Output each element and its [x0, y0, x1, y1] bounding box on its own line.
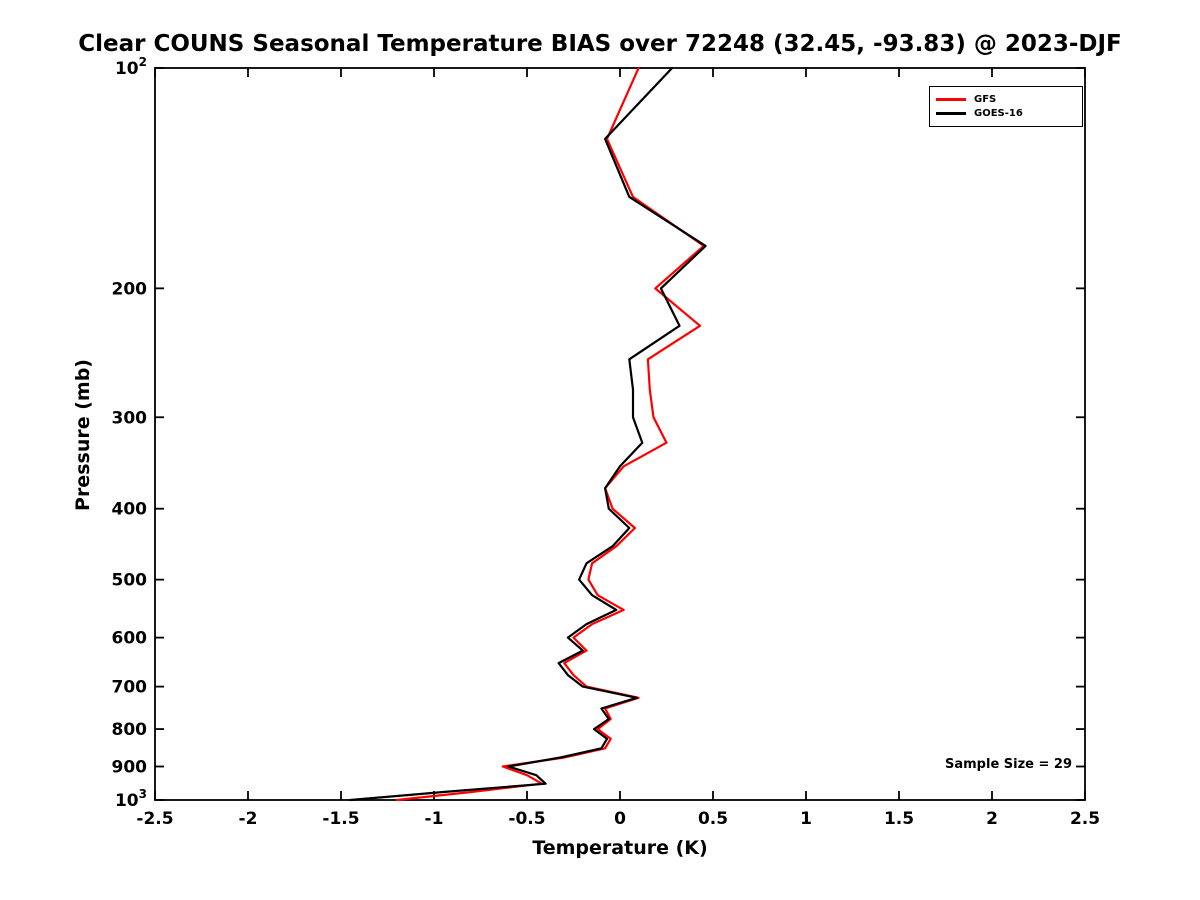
y-axis-label: Pressure (mb): [72, 359, 94, 511]
x-tick-label: 1: [800, 809, 812, 829]
x-tick-label: 2: [986, 809, 998, 829]
legend-entry-gfs: GFS: [936, 93, 1076, 106]
legend: GFS GOES-16: [929, 86, 1083, 127]
x-tick-label: -2: [239, 809, 258, 829]
x-tick-label: 2.5: [1070, 809, 1100, 829]
series-line-gfs: [395, 66, 705, 802]
chart-title: Clear COUNS Seasonal Temperature BIAS ov…: [78, 31, 1122, 57]
x-tick-label: -0.5: [508, 809, 545, 829]
y-tick-label: 200: [112, 279, 148, 299]
goes16-line-swatch: [936, 112, 966, 115]
y-tick-label: 700: [112, 678, 148, 698]
plot-frame: [154, 67, 1086, 801]
sample-size-annotation: Sample Size = 29: [945, 757, 1073, 772]
x-tick-label: 0.5: [698, 809, 728, 829]
gfs-line-swatch: [936, 98, 966, 101]
y-tick-label: 300: [112, 408, 148, 428]
y-tick-label: 500: [112, 571, 148, 591]
y-tick-label: 102: [115, 55, 147, 79]
series-line-goes-16: [349, 66, 707, 802]
legend-entry-goes16: GOES-16: [936, 107, 1076, 120]
x-axis-label: Temperature (K): [532, 837, 708, 859]
y-tick-label: 800: [112, 720, 148, 740]
x-tick-label: -1: [425, 809, 444, 829]
x-tick-label: 0: [614, 809, 626, 829]
x-tick-label: -1.5: [322, 809, 359, 829]
legend-label-gfs: GFS: [974, 93, 997, 105]
legend-label-goes16: GOES-16: [974, 107, 1023, 119]
y-tick-label: 103: [115, 787, 147, 811]
x-tick-label: 1.5: [884, 809, 914, 829]
y-tick-label: 900: [112, 758, 148, 778]
y-tick-label: 400: [112, 500, 148, 520]
x-tick-label: -2.5: [136, 809, 173, 829]
y-tick-label: 600: [112, 629, 148, 649]
